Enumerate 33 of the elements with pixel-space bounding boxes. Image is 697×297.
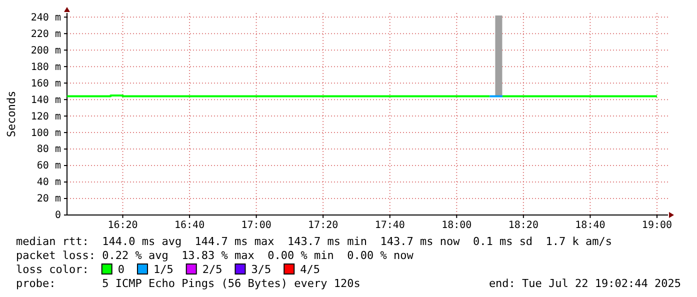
text: probe: 5 ICMP Echo Pings (56 Bytes) every 120s bbox=[16, 277, 360, 290]
x-tick-label: 17:00 bbox=[241, 220, 272, 232]
y-tick-label: 20 m bbox=[36, 194, 61, 205]
y-tick-label: 0 bbox=[54, 210, 61, 222]
x-tick-label: 16:40 bbox=[174, 220, 205, 232]
y-tick-label: 200 m bbox=[30, 45, 61, 56]
legend-label: 0 bbox=[118, 263, 124, 276]
y-tick-label: 140 m bbox=[30, 94, 61, 106]
x-tick-label: 17:20 bbox=[308, 220, 338, 232]
y-axis-title: Seconds bbox=[5, 90, 18, 138]
legend-title: loss color: bbox=[16, 263, 89, 276]
y-tick-label: 40 m bbox=[36, 177, 61, 188]
y-tick-label: 80 m bbox=[36, 144, 61, 156]
y-tick-label: 160 m bbox=[30, 78, 61, 90]
y-tick-label: 60 m bbox=[36, 160, 61, 172]
x-tick-label: 19:00 bbox=[642, 220, 672, 232]
x-tick-label: 16:20 bbox=[108, 220, 138, 232]
text: median rtt: 144.0 ms avg 144.7 ms max 143.7 ms min 143.7 ms now 0.1 ms sd 1.7 k am/s bbox=[16, 235, 612, 248]
legend-label: 1/5 bbox=[153, 263, 174, 276]
y-tick-label: 220 m bbox=[30, 28, 61, 40]
legend-label: 3/5 bbox=[251, 263, 272, 276]
text: end: Tue Jul 22 19:02:44 2025 bbox=[488, 277, 681, 290]
legend-label: 2/5 bbox=[202, 263, 222, 276]
legend-label: 4/5 bbox=[300, 263, 320, 276]
x-tick-label: 18:00 bbox=[442, 220, 472, 232]
y-tick-label: 240 m bbox=[30, 12, 61, 24]
y-tick-label: 120 m bbox=[30, 111, 61, 122]
x-tick-label: 17:40 bbox=[374, 220, 405, 232]
x-tick-label: 18:40 bbox=[575, 220, 606, 232]
y-tick-label: 100 m bbox=[30, 128, 61, 139]
x-tick-label: 18:20 bbox=[508, 220, 538, 232]
text: packet loss: 0.22 % avg 13.83 % max 0.00 % min 0.00 % now bbox=[16, 249, 414, 262]
y-tick-label: 180 m bbox=[30, 62, 61, 73]
